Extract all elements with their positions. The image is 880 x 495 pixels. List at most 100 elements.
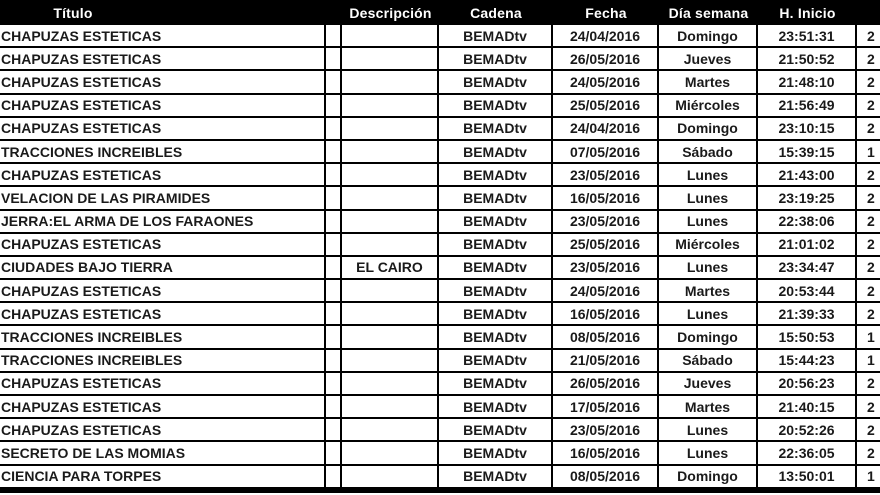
cell-titulo[interactable]: TRACCIONES INCREIBLES <box>0 326 326 350</box>
cell-dia-semana[interactable]: Lunes <box>659 210 758 234</box>
cell-titulo[interactable]: CHAPUZAS ESTETICAS <box>0 233 326 257</box>
cell-cadena[interactable]: BEMADtv <box>439 233 553 257</box>
cell-spacer[interactable] <box>326 164 342 188</box>
cell-h-fin[interactable]: 2 <box>857 117 880 141</box>
cell-spacer[interactable] <box>326 187 342 211</box>
cell-spacer[interactable] <box>326 233 342 257</box>
column-header-fecha[interactable]: Fecha <box>553 0 659 25</box>
cell-spacer[interactable] <box>326 465 342 489</box>
cell-h-inicio[interactable]: 21:48:10 <box>758 71 857 95</box>
cell-dia-semana[interactable]: Domingo <box>659 25 758 49</box>
cell-dia-semana[interactable]: Sábado <box>659 349 758 373</box>
cell-spacer[interactable] <box>326 117 342 141</box>
cell-descripcion[interactable] <box>342 48 439 72</box>
cell-titulo[interactable]: CIENCIA PARA TORPES <box>0 465 326 489</box>
cell-h-inicio[interactable]: 15:44:23 <box>758 349 857 373</box>
cell-fecha[interactable]: 23/05/2016 <box>553 419 659 443</box>
cell-h-fin[interactable]: 2 <box>857 303 880 327</box>
cell-spacer[interactable] <box>326 256 342 281</box>
cell-fecha[interactable]: 24/05/2016 <box>553 71 659 95</box>
cell-fecha[interactable]: 23/05/2016 <box>553 210 659 234</box>
cell-spacer[interactable] <box>326 140 342 165</box>
cell-cadena[interactable]: BEMADtv <box>439 164 553 188</box>
column-header-descripcion[interactable]: Descripción <box>342 0 439 25</box>
cell-h-fin[interactable]: 2 <box>857 280 880 304</box>
cell-titulo[interactable]: JERRA:EL ARMA DE LOS FARAONES <box>0 210 326 234</box>
cell-dia-semana[interactable]: Domingo <box>659 117 758 141</box>
cell-h-fin[interactable]: 1 <box>857 326 880 350</box>
cell-fecha[interactable]: 24/04/2016 <box>553 117 659 141</box>
cell-cadena[interactable]: BEMADtv <box>439 71 553 95</box>
cell-cadena[interactable]: BEMADtv <box>439 187 553 211</box>
cell-h-inicio[interactable]: 20:56:23 <box>758 372 857 396</box>
cell-h-inicio[interactable]: 21:50:52 <box>758 48 857 72</box>
cell-spacer[interactable] <box>326 48 342 72</box>
cell-descripcion[interactable] <box>342 349 439 373</box>
cell-fecha[interactable]: 24/05/2016 <box>553 280 659 304</box>
cell-cadena[interactable]: BEMADtv <box>439 396 553 420</box>
column-header-dia-semana[interactable]: Día semana <box>659 0 758 25</box>
cell-h-fin[interactable]: 2 <box>857 396 880 420</box>
cell-descripcion[interactable] <box>342 117 439 141</box>
cell-dia-semana[interactable]: Lunes <box>659 303 758 327</box>
cell-titulo[interactable]: CHAPUZAS ESTETICAS <box>0 419 326 443</box>
cell-fecha[interactable]: 16/05/2016 <box>553 442 659 466</box>
cell-titulo[interactable]: CHAPUZAS ESTETICAS <box>0 303 326 327</box>
cell-descripcion[interactable] <box>342 233 439 257</box>
cell-h-fin[interactable]: 2 <box>857 164 880 188</box>
cell-descripcion[interactable]: EL CAIRO <box>342 256 439 281</box>
cell-cadena[interactable]: BEMADtv <box>439 25 553 49</box>
cell-h-fin[interactable]: 1 <box>857 140 880 165</box>
cell-cadena[interactable]: BEMADtv <box>439 48 553 72</box>
column-header-cadena[interactable]: Cadena <box>439 0 553 25</box>
cell-dia-semana[interactable]: Lunes <box>659 187 758 211</box>
column-header-titulo[interactable]: Título <box>0 0 326 25</box>
cell-fecha[interactable]: 23/05/2016 <box>553 164 659 188</box>
cell-descripcion[interactable] <box>342 210 439 234</box>
cell-h-inicio[interactable]: 22:36:05 <box>758 442 857 466</box>
cell-h-fin[interactable]: 1 <box>857 349 880 373</box>
cell-descripcion[interactable] <box>342 442 439 466</box>
column-header-h-fin[interactable] <box>857 0 880 25</box>
cell-dia-semana[interactable]: Domingo <box>659 326 758 350</box>
cell-dia-semana[interactable]: Martes <box>659 71 758 95</box>
cell-spacer[interactable] <box>326 94 342 118</box>
cell-cadena[interactable]: BEMADtv <box>439 94 553 118</box>
cell-spacer[interactable] <box>326 349 342 373</box>
cell-dia-semana[interactable]: Lunes <box>659 164 758 188</box>
cell-titulo[interactable]: TRACCIONES INCREIBLES <box>0 349 326 373</box>
cell-h-fin[interactable]: 2 <box>857 187 880 211</box>
cell-h-fin[interactable]: 2 <box>857 94 880 118</box>
cell-dia-semana[interactable]: Domingo <box>659 465 758 489</box>
cell-h-inicio[interactable]: 21:01:02 <box>758 233 857 257</box>
cell-fecha[interactable]: 24/04/2016 <box>553 25 659 49</box>
cell-descripcion[interactable] <box>342 94 439 118</box>
cell-descripcion[interactable] <box>342 465 439 489</box>
cell-h-fin[interactable]: 2 <box>857 256 880 281</box>
cell-dia-semana[interactable]: Lunes <box>659 419 758 443</box>
cell-descripcion[interactable] <box>342 326 439 350</box>
cell-dia-semana[interactable]: Miércoles <box>659 94 758 118</box>
cell-descripcion[interactable] <box>342 280 439 304</box>
cell-cadena[interactable]: BEMADtv <box>439 442 553 466</box>
cell-h-fin[interactable]: 2 <box>857 210 880 234</box>
cell-titulo[interactable]: SECRETO DE LAS MOMIAS <box>0 442 326 466</box>
cell-dia-semana[interactable]: Martes <box>659 280 758 304</box>
cell-cadena[interactable]: BEMADtv <box>439 465 553 489</box>
cell-h-fin[interactable]: 2 <box>857 442 880 466</box>
cell-h-fin[interactable]: 2 <box>857 419 880 443</box>
cell-dia-semana[interactable]: Martes <box>659 396 758 420</box>
cell-descripcion[interactable] <box>342 372 439 396</box>
cell-fecha[interactable]: 16/05/2016 <box>553 187 659 211</box>
cell-titulo[interactable]: CIUDADES BAJO TIERRA <box>0 256 326 281</box>
cell-h-inicio[interactable]: 23:10:15 <box>758 117 857 141</box>
cell-titulo[interactable]: CHAPUZAS ESTETICAS <box>0 164 326 188</box>
cell-titulo[interactable]: CHAPUZAS ESTETICAS <box>0 280 326 304</box>
cell-h-inicio[interactable]: 23:51:31 <box>758 25 857 49</box>
cell-fecha[interactable]: 17/05/2016 <box>553 396 659 420</box>
cell-cadena[interactable]: BEMADtv <box>439 303 553 327</box>
cell-titulo[interactable]: TRACCIONES INCREIBLES <box>0 140 326 165</box>
cell-h-inicio[interactable]: 13:50:01 <box>758 465 857 489</box>
cell-cadena[interactable]: BEMADtv <box>439 349 553 373</box>
cell-h-inicio[interactable]: 20:53:44 <box>758 280 857 304</box>
